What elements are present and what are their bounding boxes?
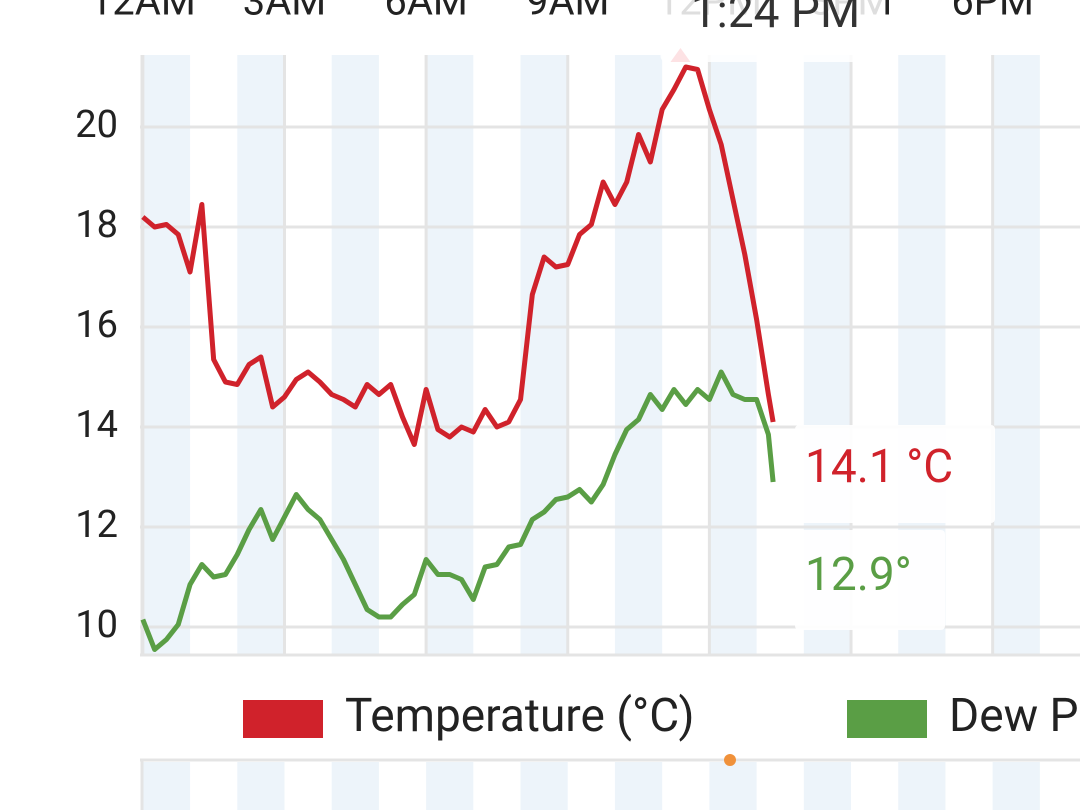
hour-band <box>709 55 757 655</box>
hour-band <box>709 762 757 810</box>
hour-band <box>237 762 285 810</box>
end-label: 14.1 °C <box>805 440 953 494</box>
legend-label: Dew Point <box>949 689 1080 743</box>
y-tick-label: 10 <box>75 603 118 647</box>
end-label-box <box>795 530 945 630</box>
x-tick-label: 3AM <box>243 0 327 25</box>
x-tick-label: 6AM <box>384 0 468 25</box>
hour-band <box>992 762 1040 810</box>
y-tick-label: 14 <box>75 403 118 447</box>
legend-label: Temperature (°C) <box>345 689 695 743</box>
hour-band <box>331 762 379 810</box>
end-label-box <box>795 425 995 523</box>
y-tick-label: 12 <box>75 503 118 547</box>
tooltip-pointer <box>670 48 691 62</box>
end-label: 12.9° <box>805 548 912 602</box>
hour-band <box>331 55 379 655</box>
hour-band <box>142 762 191 810</box>
hour-band <box>142 55 191 655</box>
hour-band <box>520 55 568 655</box>
x-tick-label: 12AM <box>90 0 196 25</box>
hour-band <box>426 55 474 655</box>
hour-band <box>520 762 568 810</box>
hour-band <box>426 762 474 810</box>
legend-swatch <box>243 700 323 738</box>
y-tick-label: 18 <box>75 203 118 247</box>
data-line <box>141 64 776 447</box>
legend-swatch <box>847 700 927 738</box>
x-tick-label: 9AM <box>526 0 610 25</box>
tooltip-label: 1:24 PM <box>691 0 860 39</box>
hour-band <box>803 762 852 810</box>
hour-band <box>992 55 1040 655</box>
indicator-dot <box>724 754 736 766</box>
y-tick-label: 16 <box>75 303 118 347</box>
y-tick-label: 20 <box>75 103 118 147</box>
tooltip-box <box>660 0 886 62</box>
hour-band <box>898 762 946 810</box>
data-line <box>140 369 776 652</box>
x-tick-label: 6PM <box>951 0 1034 25</box>
hour-band <box>614 762 663 810</box>
